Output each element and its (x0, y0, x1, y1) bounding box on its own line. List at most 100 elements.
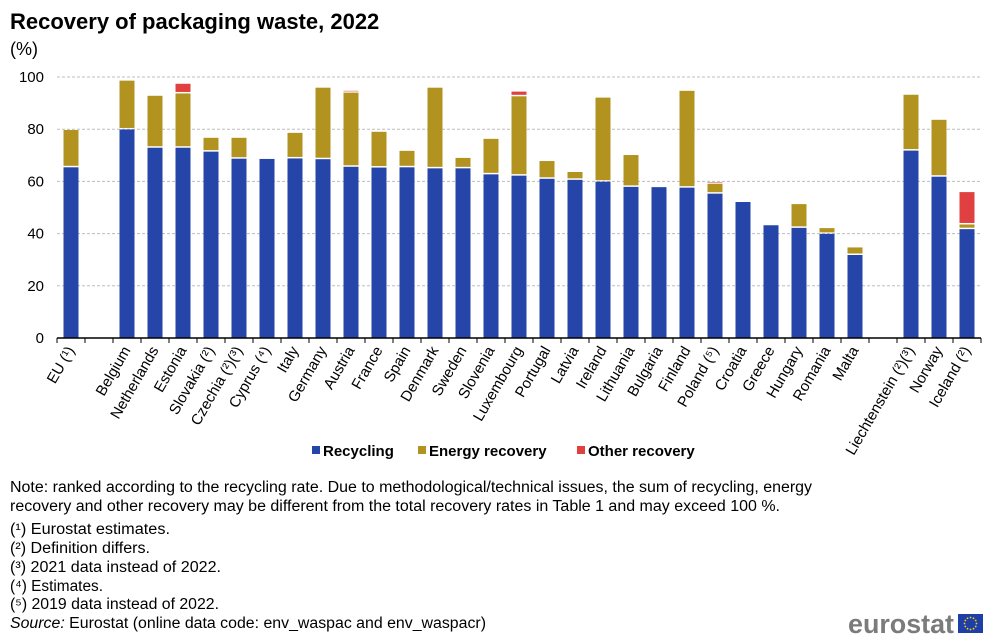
eu-star (975, 622, 978, 625)
y-axis-unit: (%) (10, 39, 38, 59)
y-tick-label: 100 (19, 69, 44, 86)
bar-energy-recovery (455, 157, 471, 167)
y-tick-label: 80 (27, 121, 44, 138)
eu-star (964, 619, 967, 622)
eu-flag-icon (958, 614, 983, 633)
bar-recycling (343, 166, 359, 338)
eu-star (963, 622, 966, 625)
legend-label: Energy recovery (429, 443, 547, 460)
note-line: recovery and other recovery may be diffe… (10, 498, 780, 515)
legend: Recycling Energy recovery Other recovery (312, 443, 695, 460)
bar-energy-recovery (63, 129, 79, 166)
bar-recycling (623, 186, 639, 338)
eu-star (974, 625, 977, 628)
eu-star (964, 625, 967, 628)
bar-recycling (483, 174, 499, 338)
bar-other-recovery (959, 192, 975, 223)
note-line: (²) Definition differs. (10, 540, 150, 557)
notes: Note: ranked according to the recycling … (10, 479, 812, 613)
bar-recycling (763, 225, 779, 338)
bar-energy-recovery (371, 131, 387, 167)
bar-recycling (119, 129, 135, 338)
bar-energy-recovery (707, 183, 723, 193)
bar-recycling (959, 229, 975, 338)
y-tick-label: 40 (27, 226, 44, 243)
bar-energy-recovery (959, 224, 975, 228)
x-axis (56, 337, 982, 343)
bar-other-recovery (343, 90, 359, 92)
bar-recycling (175, 147, 191, 338)
bar-recycling (231, 158, 247, 338)
bar-recycling (679, 187, 695, 338)
note-line: (¹) Eurostat estimates. (10, 521, 170, 538)
bar-energy-recovery (903, 94, 919, 150)
y-tick-label: 0 (36, 330, 44, 347)
bar-recycling (651, 187, 667, 338)
bar-energy-recovery (539, 161, 555, 178)
note-line: (³) 2021 data instead of 2022. (10, 559, 221, 576)
bar-energy-recovery (791, 204, 807, 227)
bar-energy-recovery (315, 87, 331, 158)
eu-star (969, 616, 972, 619)
bar-energy-recovery (147, 95, 163, 147)
bar-recycling (455, 168, 471, 338)
eu-star (966, 627, 969, 630)
y-tick-label: 20 (27, 278, 44, 295)
bar-energy-recovery (203, 137, 219, 151)
legend-swatch (312, 446, 320, 454)
bar-recycling (203, 151, 219, 338)
bar-recycling (315, 159, 331, 338)
bar-energy-recovery (287, 132, 303, 157)
bar-recycling (287, 158, 303, 338)
bar-energy-recovery (595, 97, 611, 181)
bar-energy-recovery (847, 247, 863, 254)
y-tick-label: 60 (27, 173, 44, 190)
bar-other-recovery (175, 83, 191, 92)
source-label: Source: (10, 615, 65, 632)
bar-energy-recovery (231, 137, 247, 158)
bar-energy-recovery (119, 80, 135, 128)
source-text: Eurostat (online data code: env_waspac a… (65, 615, 486, 632)
eurostat-logo: eurostat (848, 609, 983, 639)
bar-recycling (847, 255, 863, 338)
category-label: Malta (829, 343, 862, 384)
category-label: Italy (274, 343, 303, 376)
bar-energy-recovery (175, 93, 191, 147)
y-tick-labels: 0 20 40 60 80 100 (19, 69, 44, 347)
eu-star (974, 619, 977, 622)
legend-swatch (418, 446, 426, 454)
bar-other-recovery (511, 91, 527, 95)
bar-recycling (511, 175, 527, 338)
note-line: (⁴) Estimates. (10, 578, 103, 595)
bar-energy-recovery (567, 172, 583, 179)
bar-recycling (259, 158, 275, 338)
bar-recycling (595, 181, 611, 338)
bar-energy-recovery (623, 155, 639, 186)
legend-swatch (577, 446, 585, 454)
legend-label: Recycling (323, 443, 394, 460)
bar-energy-recovery (931, 119, 947, 176)
bar-energy-recovery (483, 138, 499, 173)
eu-star (966, 617, 969, 620)
bar-recycling (539, 178, 555, 338)
bar-energy-recovery (399, 150, 415, 166)
logo-text: eurostat (848, 609, 954, 639)
bar-recycling (707, 193, 723, 338)
bar-recycling (735, 202, 751, 338)
note-line: Note: ranked according to the recycling … (10, 479, 812, 496)
category-label: EU (¹) (44, 344, 79, 387)
legend-label: Other recovery (588, 443, 695, 460)
bar-recycling (567, 179, 583, 338)
bar-recycling (819, 233, 835, 338)
bar-energy-recovery (343, 92, 359, 166)
bar-energy-recovery (511, 96, 527, 175)
bar-recycling (903, 150, 919, 338)
eu-star (972, 617, 975, 620)
bar-recycling (427, 168, 443, 338)
bars (63, 80, 975, 338)
bar-recycling (791, 227, 807, 338)
chart-title: Recovery of packaging waste, 2022 (10, 9, 379, 34)
bar-energy-recovery (819, 228, 835, 233)
bar-other-recovery (707, 182, 723, 183)
